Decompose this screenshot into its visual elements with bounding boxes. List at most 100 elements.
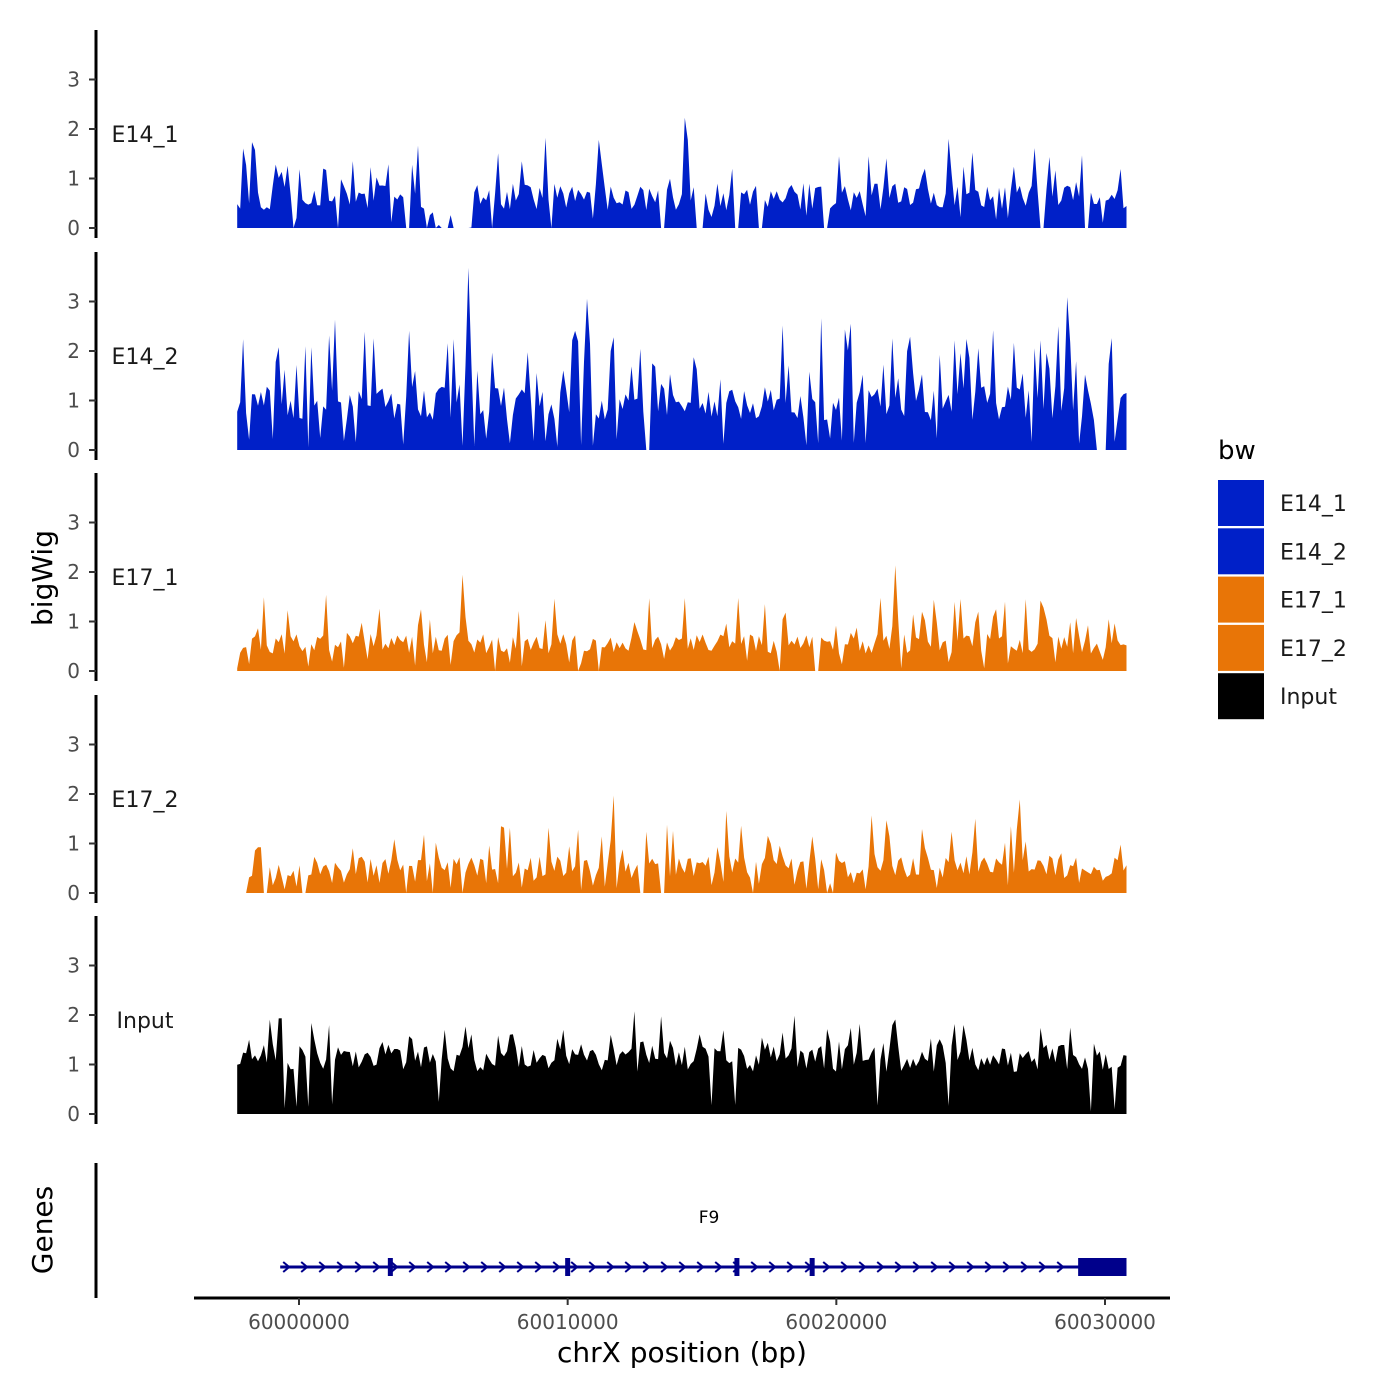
strand-arrow xyxy=(462,1261,471,1273)
strand-arrow xyxy=(516,1261,525,1273)
legend-label: E17_2 xyxy=(1280,637,1347,662)
legend-label: Input xyxy=(1280,685,1337,710)
strand-arrow xyxy=(948,1261,957,1273)
strand-arrow xyxy=(858,1261,867,1273)
gene-track: Genes F9 xyxy=(26,1163,1127,1298)
strand-arrow xyxy=(1056,1261,1065,1273)
strand-arrow xyxy=(552,1261,561,1273)
gene-track-title: Genes xyxy=(26,1186,59,1274)
signal-area-E14_1 xyxy=(237,117,1127,228)
gene-utr-block xyxy=(1078,1258,1127,1276)
signal-area-E17_2 xyxy=(237,795,1127,893)
x-axis: 60000000 60010000 60020000 60030000 xyxy=(194,1296,1170,1334)
x-axis-title: chrX position (bp) xyxy=(557,1336,807,1369)
exon-mark xyxy=(734,1258,740,1276)
strand-arrow xyxy=(822,1261,831,1273)
y-tick-label: 2 xyxy=(67,339,80,363)
track-label: E14_2 xyxy=(112,345,179,370)
legend-swatch-E17_1 xyxy=(1218,576,1264,623)
x-tick-label: 60020000 xyxy=(785,1310,887,1334)
track-label: Input xyxy=(117,1009,174,1034)
strand-arrow xyxy=(444,1261,453,1273)
strand-arrow xyxy=(426,1261,435,1273)
strand-arrow xyxy=(408,1261,417,1273)
y-tick-label: 3 xyxy=(67,68,80,92)
strand-arrow xyxy=(390,1261,399,1273)
exon-mark xyxy=(387,1258,393,1276)
legend: bw E14_1 E14_2 E17_1 E17_2 Input xyxy=(1218,436,1347,720)
y-tick-label: 2 xyxy=(67,782,80,806)
y-tick-label: 2 xyxy=(67,560,80,584)
strand-arrow xyxy=(570,1261,579,1273)
y-tick-label: 3 xyxy=(67,511,80,535)
signal-area-E14_2 xyxy=(237,267,1127,450)
y-tick-label: 1 xyxy=(67,167,80,191)
track-label: E17_2 xyxy=(112,788,179,813)
track-label: E17_1 xyxy=(112,566,179,591)
y-tick-label: 1 xyxy=(67,610,80,634)
y-tick-label: 2 xyxy=(67,1003,80,1027)
strand-arrow xyxy=(696,1261,705,1273)
exon-mark xyxy=(809,1258,815,1276)
y-tick-label: 0 xyxy=(67,216,80,240)
legend-label: E14_1 xyxy=(1280,492,1347,517)
signal-area-E17_1 xyxy=(237,565,1127,671)
strand-arrow xyxy=(1020,1261,1029,1273)
track-E14_2: 0 1 2 3 E14_2 xyxy=(67,252,1127,462)
track-E17_2: 0 1 2 3 E17_2 xyxy=(67,695,1127,905)
strand-arrow xyxy=(714,1261,723,1273)
strand-arrow xyxy=(642,1261,651,1273)
strand-arrow xyxy=(588,1261,597,1273)
strand-arrow xyxy=(354,1261,363,1273)
strand-arrow xyxy=(300,1261,309,1273)
y-tick-label: 3 xyxy=(67,290,80,314)
strand-arrow xyxy=(930,1261,939,1273)
strand-arrow xyxy=(660,1261,669,1273)
strand-arrow xyxy=(912,1261,921,1273)
legend-swatch-E17_2 xyxy=(1218,624,1264,671)
track-Input: 0 1 2 3 Input xyxy=(67,916,1127,1126)
y-tick-label: 2 xyxy=(67,117,80,141)
track-E14_1: 0 1 2 3 E14_1 xyxy=(67,30,1127,240)
strand-arrow xyxy=(840,1261,849,1273)
strand-arrow xyxy=(678,1261,687,1273)
legend-label: E14_2 xyxy=(1280,540,1347,565)
strand-arrow xyxy=(336,1261,345,1273)
legend-swatch-E14_2 xyxy=(1218,528,1264,575)
strand-arrow xyxy=(750,1261,759,1273)
y-tick-label: 1 xyxy=(67,832,80,856)
strand-arrow xyxy=(534,1261,543,1273)
strand-arrow xyxy=(966,1261,975,1273)
y-tick-label: 0 xyxy=(67,1102,80,1126)
gene-model xyxy=(280,1258,1127,1276)
y-tick-label: 0 xyxy=(67,659,80,683)
exon-mark xyxy=(565,1258,571,1276)
strand-arrow xyxy=(1002,1261,1011,1273)
strand-arrow xyxy=(318,1261,327,1273)
legend-swatch-E14_1 xyxy=(1218,480,1264,526)
x-tick-label: 60030000 xyxy=(1054,1310,1156,1334)
strand-arrow xyxy=(876,1261,885,1273)
y-tick-label: 1 xyxy=(67,1053,80,1077)
strand-arrow xyxy=(786,1261,795,1273)
x-tick-label: 60000000 xyxy=(248,1310,350,1334)
y-tick-label: 0 xyxy=(67,438,80,462)
signal-area-Input xyxy=(237,1011,1127,1114)
legend-swatch-Input xyxy=(1218,673,1264,720)
gene-name-label: F9 xyxy=(699,1208,720,1228)
strand-arrow xyxy=(480,1261,489,1273)
track-label: E14_1 xyxy=(112,123,179,148)
strand-arrow xyxy=(894,1261,903,1273)
strand-arrow xyxy=(282,1261,291,1273)
strand-arrow xyxy=(372,1261,381,1273)
signal-tracks: 0 1 2 3 E14_1 0 1 2 3 E14_2 0 1 2 3 E17_1 0 1 2 3 E17_2 0 1 2 3… xyxy=(67,30,1127,1126)
y-tick-label: 0 xyxy=(67,881,80,905)
strand-arrow xyxy=(1038,1261,1047,1273)
track-E17_1: 0 1 2 3 E17_1 xyxy=(67,473,1127,683)
legend-title: bw xyxy=(1218,436,1256,466)
strand-arrow xyxy=(606,1261,615,1273)
strand-arrow xyxy=(768,1261,777,1273)
strand-arrow xyxy=(984,1261,993,1273)
y-tick-label: 3 xyxy=(67,954,80,978)
